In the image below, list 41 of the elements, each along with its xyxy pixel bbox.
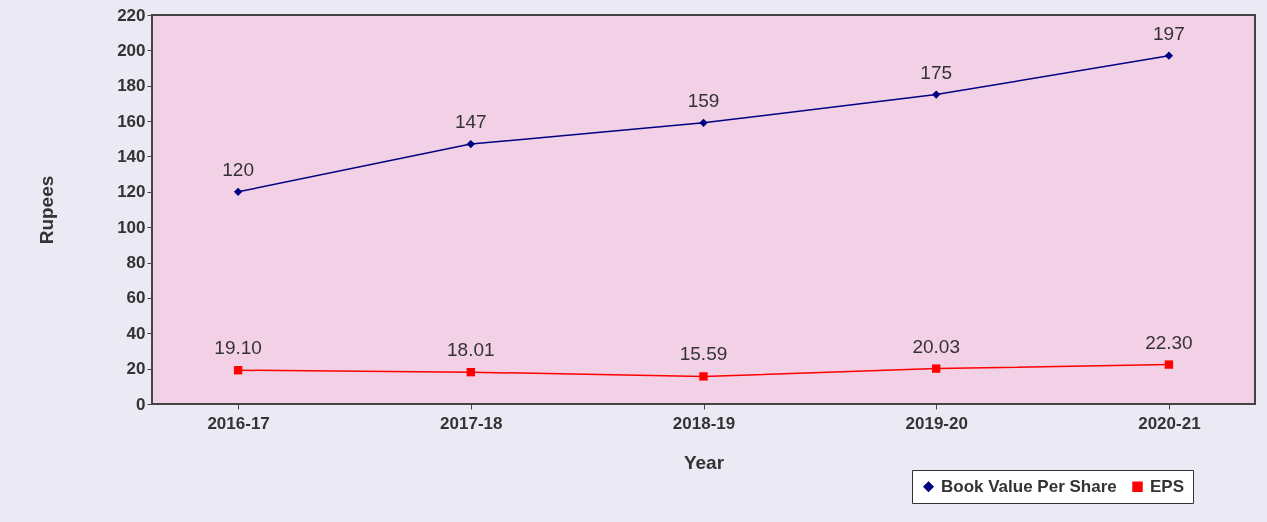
x-tick-label: 2018-19 (672, 413, 736, 433)
x-tick-label: 2017-18 (440, 413, 503, 433)
point (233, 366, 243, 375)
data-label: 20.03 (912, 335, 960, 357)
point (932, 90, 941, 99)
y-tick-label: 200 (117, 40, 146, 60)
x-tick-label: 2016-17 (207, 413, 270, 433)
y-tick-label: 160 (117, 111, 146, 131)
y-tick-label: 100 (117, 217, 146, 237)
point (699, 372, 708, 381)
y-tick-label: 40 (126, 323, 146, 343)
data-label: 147 (454, 111, 487, 133)
point (466, 139, 475, 149)
legend-label: Book Value Per Share (941, 476, 1117, 496)
y-tick-label: 20 (126, 359, 146, 379)
y-tick-label: 140 (117, 146, 146, 166)
data-label: 19.10 (214, 337, 262, 359)
data-label: 18.01 (447, 339, 495, 361)
data-label: 159 (687, 89, 720, 111)
point (1164, 51, 1174, 60)
y-tick-label: 60 (126, 288, 146, 308)
data-label: 175 (920, 61, 953, 83)
point (233, 187, 243, 196)
data-label: 15.59 (679, 343, 728, 365)
data-label: 120 (222, 158, 254, 180)
y-axis-title: Rupees (36, 175, 58, 245)
x-axis-title: Year (683, 451, 725, 473)
data-label: 22.30 (1145, 331, 1193, 353)
point (466, 367, 475, 377)
point (932, 364, 941, 373)
y-tick-label: 120 (117, 182, 146, 202)
y-tick-label: 0 (136, 394, 146, 414)
data-label: 197 (1153, 22, 1185, 44)
y-tick-label: 220 (117, 5, 146, 25)
y-tick-label: 80 (126, 253, 146, 273)
point (699, 118, 708, 128)
point (1164, 360, 1174, 369)
legend-label: EPS (1150, 476, 1185, 496)
y-tick-label: 180 (117, 76, 146, 96)
x-tick-label: 2019-20 (905, 413, 968, 433)
x-tick-label: 2020-21 (1138, 413, 1201, 433)
